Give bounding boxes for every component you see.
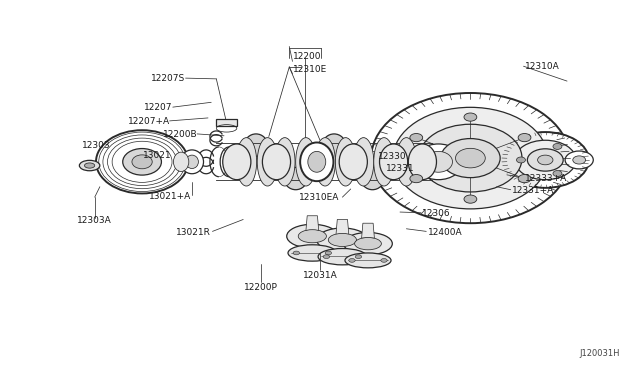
Ellipse shape [410, 134, 422, 142]
Ellipse shape [296, 138, 316, 186]
Ellipse shape [301, 144, 329, 180]
Text: 12207+A: 12207+A [127, 117, 170, 126]
Text: 12207S: 12207S [151, 74, 186, 83]
Text: 12200P: 12200P [244, 283, 278, 292]
Ellipse shape [288, 245, 337, 261]
Text: 12200: 12200 [293, 52, 322, 61]
Ellipse shape [456, 148, 485, 168]
Ellipse shape [287, 224, 338, 248]
Text: 12200B: 12200B [163, 130, 197, 139]
Ellipse shape [414, 144, 463, 180]
Ellipse shape [374, 138, 394, 186]
Text: J120031H: J120031H [579, 349, 620, 358]
Ellipse shape [223, 144, 251, 180]
Ellipse shape [325, 251, 332, 255]
Ellipse shape [440, 139, 500, 178]
Ellipse shape [410, 174, 422, 183]
Ellipse shape [516, 157, 525, 163]
Text: 12400A: 12400A [428, 228, 462, 237]
Ellipse shape [323, 255, 330, 259]
Ellipse shape [349, 259, 355, 262]
Ellipse shape [257, 138, 278, 186]
Ellipse shape [318, 248, 367, 265]
Ellipse shape [518, 174, 531, 183]
Ellipse shape [573, 156, 586, 164]
Ellipse shape [323, 134, 346, 156]
Text: 12031A: 12031A [303, 271, 337, 280]
Text: 12207: 12207 [144, 103, 173, 112]
Ellipse shape [538, 155, 553, 165]
Text: 13021: 13021 [143, 151, 172, 160]
Ellipse shape [339, 144, 367, 180]
Text: 12331+A: 12331+A [512, 186, 554, 195]
Text: 12306: 12306 [422, 209, 451, 218]
Ellipse shape [361, 167, 384, 190]
Ellipse shape [424, 151, 452, 172]
Ellipse shape [396, 138, 417, 186]
Text: 12303A: 12303A [77, 216, 112, 225]
Polygon shape [306, 216, 319, 231]
Ellipse shape [284, 167, 307, 190]
Text: 12310A: 12310A [525, 62, 559, 71]
Text: 12331: 12331 [386, 164, 415, 173]
Ellipse shape [393, 108, 548, 209]
Text: 12330: 12330 [378, 152, 406, 161]
Ellipse shape [515, 140, 576, 180]
Text: 12333+A: 12333+A [525, 174, 567, 183]
Ellipse shape [236, 138, 257, 186]
Polygon shape [362, 223, 374, 238]
Text: 12310EA: 12310EA [299, 193, 339, 202]
Ellipse shape [186, 155, 198, 169]
Text: 13021+A: 13021+A [148, 192, 191, 201]
Ellipse shape [298, 230, 326, 243]
Ellipse shape [464, 113, 477, 121]
Ellipse shape [380, 144, 408, 180]
Ellipse shape [300, 142, 333, 181]
Ellipse shape [553, 144, 562, 150]
Ellipse shape [275, 138, 295, 186]
Ellipse shape [353, 138, 374, 186]
Ellipse shape [381, 259, 387, 262]
Ellipse shape [317, 228, 368, 252]
Ellipse shape [408, 144, 436, 180]
Ellipse shape [180, 150, 204, 174]
Ellipse shape [293, 251, 300, 255]
Ellipse shape [355, 238, 381, 250]
Ellipse shape [132, 155, 152, 169]
Polygon shape [336, 219, 349, 234]
Ellipse shape [244, 134, 268, 156]
Ellipse shape [315, 138, 335, 186]
FancyBboxPatch shape [216, 119, 237, 126]
Ellipse shape [344, 232, 392, 255]
Ellipse shape [502, 132, 589, 188]
Text: 13021R: 13021R [177, 228, 211, 237]
Ellipse shape [553, 170, 562, 176]
Ellipse shape [335, 138, 356, 186]
Text: 12303: 12303 [81, 141, 110, 150]
Ellipse shape [371, 93, 570, 223]
Ellipse shape [79, 160, 100, 171]
Ellipse shape [419, 124, 522, 192]
Ellipse shape [308, 151, 326, 172]
Ellipse shape [355, 255, 362, 259]
Ellipse shape [96, 130, 188, 193]
Ellipse shape [345, 253, 391, 268]
Ellipse shape [518, 134, 531, 142]
Ellipse shape [328, 233, 356, 247]
Ellipse shape [565, 151, 593, 169]
Ellipse shape [173, 152, 189, 171]
Ellipse shape [527, 149, 563, 171]
Ellipse shape [262, 144, 291, 180]
Ellipse shape [123, 148, 161, 175]
Text: 12310E: 12310E [293, 65, 328, 74]
Ellipse shape [84, 163, 95, 168]
Ellipse shape [464, 195, 477, 203]
